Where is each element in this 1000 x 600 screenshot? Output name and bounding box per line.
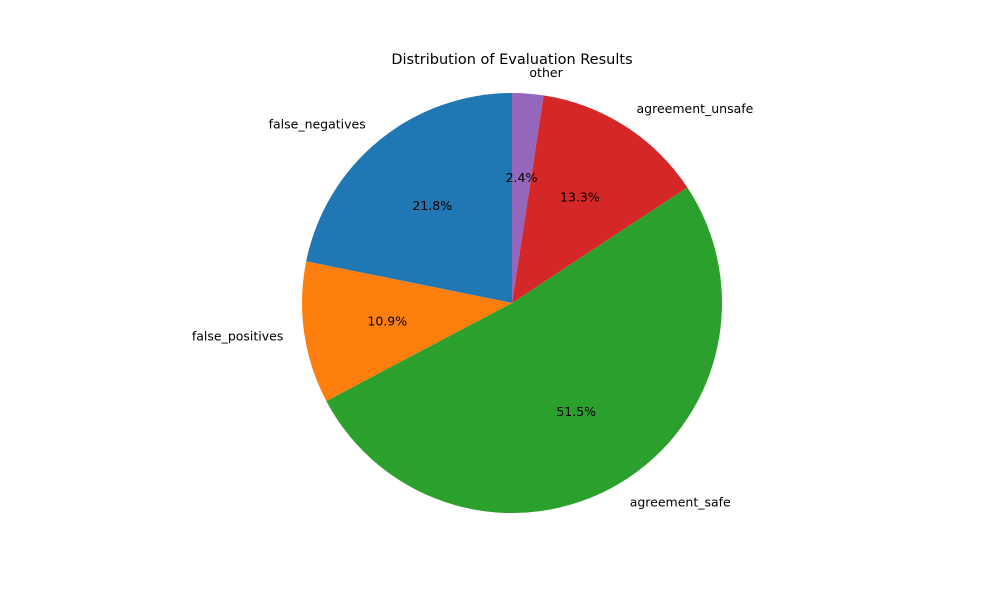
category-label-agreement-safe: agreement_safe [630, 494, 731, 509]
pie-slice-other [512, 93, 544, 303]
pie-slice-false-negatives [306, 93, 512, 303]
pie-slice-agreement-unsafe [512, 95, 688, 303]
category-label-other: other [529, 65, 563, 80]
percent-label-agreement-unsafe: 13.3% [560, 189, 600, 204]
percent-label-false-positives: 10.9% [367, 313, 407, 328]
pie-labels: 21.8% false_negatives 10.9% false_positives… [192, 65, 754, 509]
pie-slices [302, 93, 723, 514]
pie-slice-false-positives [302, 261, 512, 402]
category-label-false-negatives: false_negatives [269, 117, 366, 132]
percent-label-agreement-safe: 51.5% [556, 404, 596, 419]
category-label-false-positives: false_positives [192, 328, 284, 343]
pie-slice-agreement-safe [326, 187, 723, 514]
category-label-agreement-unsafe: agreement_unsafe [636, 101, 753, 116]
percent-label-false-negatives: 21.8% [412, 198, 452, 213]
chart-title: Distribution of Evaluation Results [391, 52, 632, 68]
percent-label-other: 2.4% [506, 170, 538, 185]
